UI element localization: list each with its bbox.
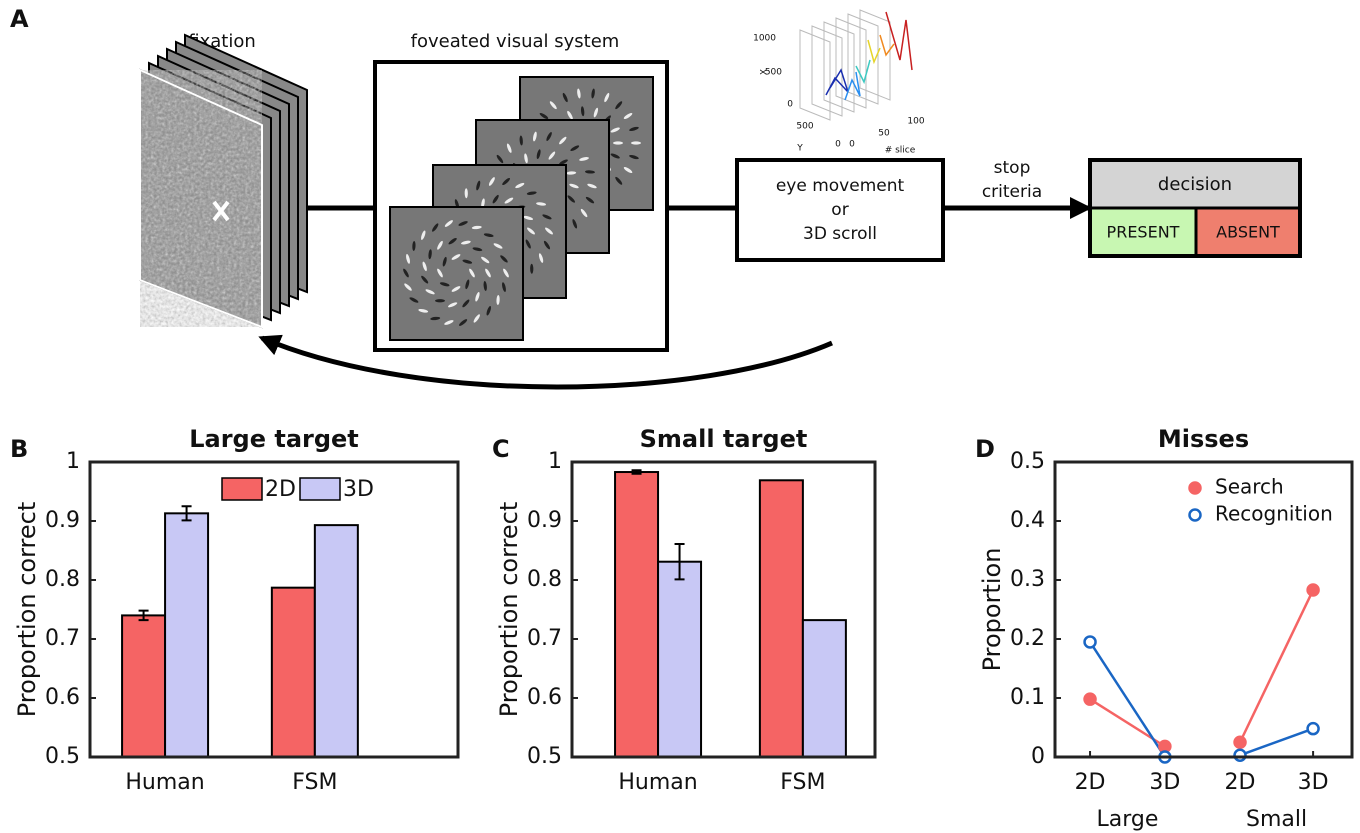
inset-tick: 500 (796, 122, 813, 132)
inset-axis-label: # slice (885, 146, 916, 156)
legend-marker (1190, 483, 1201, 494)
panel-label: C (492, 435, 510, 463)
diagram: A fixation foveated visual system eye mo… (10, 5, 1300, 387)
bar (803, 620, 846, 757)
y-tick-label: 0.6 (45, 685, 80, 710)
inset-tick: 100 (907, 117, 924, 127)
action-text: eye movement (776, 176, 905, 196)
y-tick-label: 0.9 (45, 508, 80, 533)
bar (165, 513, 208, 757)
inset-tick: 0 (849, 140, 855, 150)
y-axis-label: Proportion correct (495, 502, 523, 718)
action-text: 3D scroll (803, 224, 877, 244)
bar (615, 472, 658, 757)
inset-trajectory (826, 70, 848, 95)
bar (272, 588, 315, 757)
y-tick-label: 0.5 (527, 744, 562, 769)
legend-label: 2D (265, 477, 296, 502)
x-tick-label: 3D (1298, 770, 1329, 795)
inset-slice (812, 26, 842, 116)
inset-slice (836, 18, 866, 108)
present-label: PRESENT (1107, 223, 1180, 242)
y-tick-label: 1 (66, 449, 80, 474)
legend-label: Recognition (1215, 502, 1333, 526)
bar (760, 480, 803, 757)
inset-trajectory (856, 60, 870, 82)
y-axis-label: Proportion (978, 548, 1006, 672)
inset-tick: 0 (787, 100, 793, 110)
legend-label: 3D (343, 477, 374, 502)
y-tick-label: 0.7 (45, 626, 80, 651)
chart-title: Small target (640, 425, 808, 453)
bar (122, 615, 165, 757)
x-tick-label: 2D (1075, 770, 1106, 795)
gabor (613, 141, 623, 144)
chart-title: Large target (189, 425, 359, 453)
y-tick-label: 0.2 (1010, 626, 1045, 651)
gabor (435, 299, 445, 302)
y-tick-label: 0.1 (1010, 685, 1045, 710)
stop-text: criteria (982, 182, 1042, 202)
series-line (1240, 729, 1313, 756)
y-tick-label: 1 (548, 449, 562, 474)
legend-swatch (300, 478, 340, 500)
panel-label: B (10, 435, 28, 463)
chart-title: Misses (1158, 425, 1249, 453)
panel-label: A (10, 5, 29, 33)
y-tick-label: 0.8 (45, 567, 80, 592)
gabor (631, 141, 641, 144)
y-tick-label: 0.8 (527, 567, 562, 592)
y-tick-label: 0.5 (1010, 449, 1045, 474)
body: A fixation foveated visual system eye mo… (0, 0, 1360, 833)
inset-slice (800, 30, 830, 120)
legend-swatch (222, 478, 262, 500)
legend-label: Search (1215, 475, 1284, 499)
absent-label: ABSENT (1216, 223, 1280, 242)
y-tick-label: 0.5 (45, 744, 80, 769)
point (1085, 694, 1096, 705)
inset-tick: 1000 (753, 34, 776, 44)
y-axis-label: Proportion correct (13, 502, 41, 718)
panel-label: D (975, 435, 995, 463)
page: {"diagram": {"label": "A", "fixation_tit… (0, 0, 1360, 833)
y-tick-label: 0 (1031, 744, 1045, 769)
group-label: Small (1246, 807, 1307, 832)
inset-tick: 0 (835, 140, 841, 150)
visual-system-title: foveated visual system (411, 31, 620, 52)
inset-axis-label: X (760, 69, 770, 75)
point (1235, 737, 1246, 748)
x-tick-label: FSM (780, 770, 825, 795)
point (1235, 750, 1246, 761)
x-tick-label: Human (618, 770, 697, 795)
x-tick-label: 3D (1149, 770, 1180, 795)
series-line (1240, 590, 1313, 742)
y-tick-label: 0.4 (1010, 508, 1045, 533)
point (1308, 585, 1319, 596)
x-tick-label: FSM (292, 770, 337, 795)
x-tick-label: 2D (1225, 770, 1256, 795)
decision-title: decision (1158, 174, 1232, 195)
bar (315, 525, 358, 757)
inset-plot: 1000 500 0 X 500 0 Y 0 50 100 # slice (753, 34, 925, 156)
action-text: or (831, 200, 848, 220)
y-tick-label: 0.6 (527, 685, 562, 710)
figure: A fixation foveated visual system eye mo… (0, 0, 1360, 833)
y-tick-label: 0.7 (527, 626, 562, 651)
x-tick-label: Human (125, 770, 204, 795)
y-tick-label: 0.3 (1010, 567, 1045, 592)
point (1159, 741, 1170, 752)
y-tick-label: 0.9 (527, 508, 562, 533)
group-label: Large (1097, 807, 1159, 832)
gabor-image (390, 207, 523, 340)
point (1085, 636, 1096, 647)
stop-text: stop (994, 158, 1031, 178)
inset-slice (824, 22, 854, 112)
point (1308, 723, 1319, 734)
inset-axis-label: Y (796, 144, 803, 154)
legend-marker (1190, 510, 1201, 521)
series-line (1090, 642, 1165, 757)
inset-trajectory (880, 35, 894, 55)
bar (658, 562, 701, 757)
inset-tick: 50 (878, 129, 890, 139)
